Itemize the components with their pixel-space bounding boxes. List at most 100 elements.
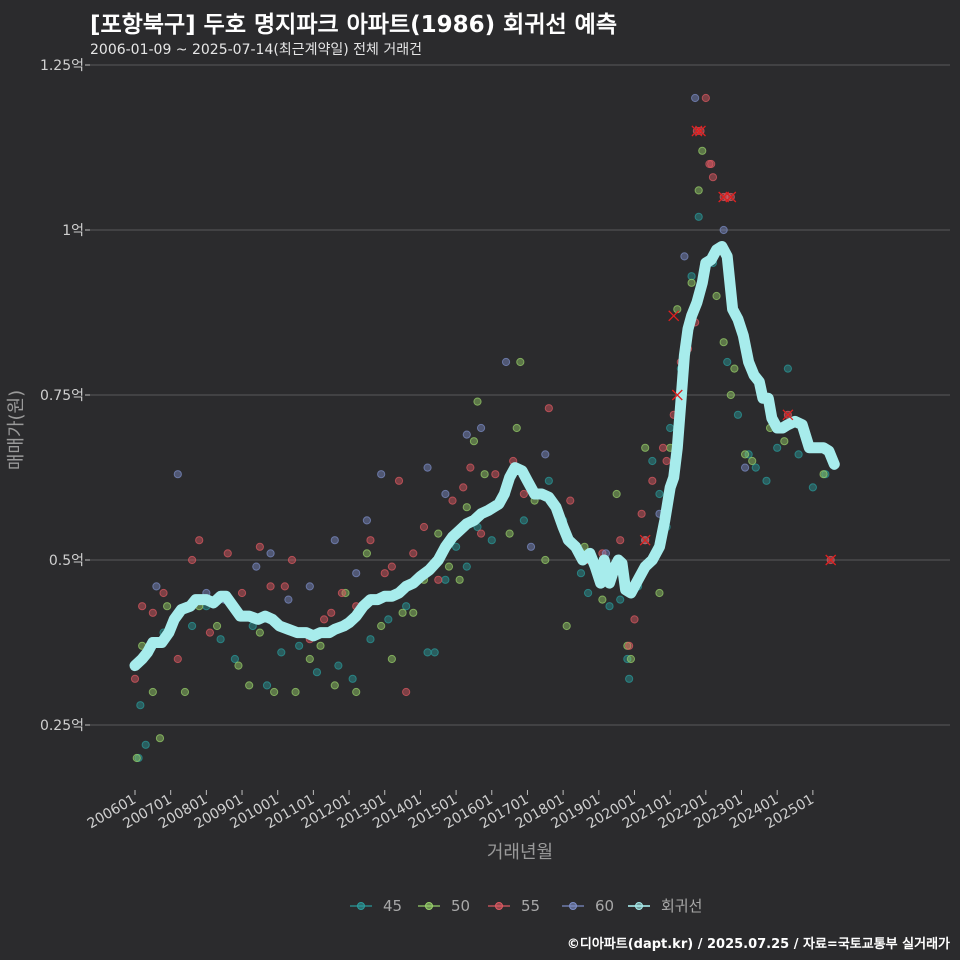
legend-dot-55: [495, 902, 503, 910]
point-50: [516, 357, 525, 367]
point-45: [441, 575, 450, 584]
scatter-points: [130, 93, 835, 763]
grid-lines: [90, 64, 950, 726]
y-tick-label: 1억: [62, 223, 84, 239]
point-50: [612, 489, 621, 499]
point-50: [719, 338, 728, 347]
point-50: [562, 621, 571, 631]
point-60: [501, 357, 511, 367]
point-55: [707, 159, 716, 169]
cancelled-deal-mark: [725, 191, 737, 203]
point-45: [616, 595, 625, 604]
point-55: [173, 654, 182, 664]
point-55: [130, 674, 140, 683]
chart-legend: 45 50 55 60 회귀선: [350, 897, 702, 915]
legend-dot-45: [357, 902, 365, 910]
point-50: [234, 661, 243, 670]
point-50: [641, 443, 650, 452]
point-55: [266, 582, 275, 591]
point-55: [366, 536, 375, 545]
point-45: [519, 516, 528, 525]
point-60: [441, 489, 450, 499]
point-50: [270, 687, 279, 697]
point-55: [544, 404, 553, 413]
point-50: [255, 628, 264, 637]
point-50: [730, 364, 739, 373]
point-50: [362, 549, 372, 558]
point-50: [748, 456, 757, 466]
y-axis-ticks: 0.25억 0.5억 0.75억 1억 1.25억: [40, 58, 90, 734]
point-60: [352, 569, 361, 578]
legend-label: 회귀선: [661, 897, 702, 915]
point-45: [348, 674, 357, 683]
point-50: [480, 470, 489, 479]
point-50: [398, 608, 407, 617]
point-50: [132, 753, 141, 763]
point-50: [473, 397, 482, 406]
point-45: [655, 489, 664, 499]
point-50: [455, 575, 464, 584]
point-45: [583, 588, 593, 598]
y-tick-label: 1.25억: [40, 58, 84, 74]
point-60: [740, 463, 750, 472]
point-45: [576, 569, 586, 578]
point-50: [387, 654, 396, 664]
point-55: [280, 582, 289, 591]
point-50: [712, 291, 721, 301]
point-45: [544, 476, 553, 485]
y-axis-title: 매매가(원): [6, 390, 27, 470]
point-50: [598, 595, 607, 604]
point-55: [476, 529, 486, 538]
point-60: [719, 225, 728, 235]
point-50: [352, 687, 361, 697]
point-50: [434, 529, 443, 538]
point-55: [159, 588, 168, 598]
point-55: [630, 615, 639, 624]
point-55: [662, 456, 671, 466]
point-60: [691, 93, 700, 103]
regression-line: [129, 241, 840, 672]
point-55: [648, 476, 657, 485]
point-55: [491, 470, 500, 479]
point-50: [148, 687, 157, 697]
point-45: [402, 602, 411, 611]
point-50: [316, 641, 325, 650]
point-45: [230, 654, 239, 664]
point-60: [423, 463, 432, 472]
point-50: [780, 437, 789, 446]
point-45: [666, 423, 675, 433]
point-45: [430, 648, 439, 657]
point-45: [136, 701, 145, 710]
point-60: [173, 470, 182, 479]
point-45: [366, 635, 375, 644]
point-50: [726, 390, 735, 400]
point-60: [330, 536, 339, 545]
point-60: [266, 549, 275, 558]
point-45: [451, 542, 461, 551]
point-60: [284, 595, 293, 604]
point-45: [783, 364, 792, 373]
point-50: [541, 555, 550, 565]
point-45: [295, 641, 304, 650]
point-50: [409, 608, 418, 617]
point-55: [237, 588, 247, 598]
point-55: [409, 549, 418, 558]
point-60: [526, 542, 536, 551]
point-55: [448, 496, 457, 505]
point-45: [723, 357, 732, 367]
cancelled-deal-mark: [695, 125, 706, 137]
legend-label: 60: [595, 897, 614, 915]
point-55: [616, 536, 625, 545]
point-55: [708, 173, 718, 182]
cancelled-deal-mark: [668, 310, 680, 322]
point-45: [312, 668, 322, 677]
point-55: [466, 463, 475, 472]
point-55: [287, 555, 297, 565]
point-60: [462, 430, 471, 439]
chart-title: [포항북구] 두호 명지파크 아파트(1986) 회귀선 예측: [90, 12, 617, 38]
point-45: [334, 661, 343, 670]
point-60: [377, 470, 386, 479]
point-45: [462, 562, 471, 571]
cancelled-marks: [639, 125, 837, 566]
